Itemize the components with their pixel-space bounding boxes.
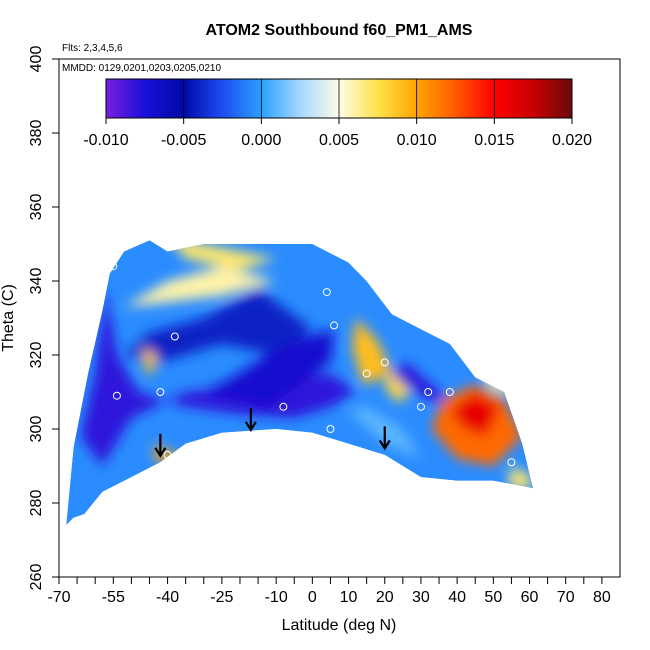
y-tick-label: 260 bbox=[28, 564, 45, 591]
heatmap-layer bbox=[66, 240, 534, 526]
y-tick-label: 280 bbox=[28, 490, 45, 517]
x-tick-label: -25 bbox=[210, 589, 233, 606]
sample-point bbox=[424, 388, 433, 396]
sample-point bbox=[109, 262, 118, 271]
x-tick-label: 30 bbox=[412, 589, 430, 606]
y-tick-label: 400 bbox=[28, 46, 45, 73]
heatmap-patch bbox=[352, 318, 392, 385]
x-tick-label: -70 bbox=[47, 589, 70, 606]
x-tick-label: 50 bbox=[484, 589, 502, 606]
x-tick-label: -10 bbox=[265, 589, 288, 606]
colorbar-tick-label: 0.005 bbox=[319, 132, 359, 149]
heatmap-patch bbox=[449, 392, 501, 437]
sample-point bbox=[337, 247, 346, 256]
x-tick-label: 70 bbox=[557, 589, 575, 606]
chart-title: ATOM2 Southbound f60_PM1_AMS bbox=[206, 22, 473, 39]
heatmap-patch bbox=[384, 362, 458, 407]
down-arrow bbox=[378, 426, 391, 451]
sample-point bbox=[279, 402, 288, 411]
y-axis-label: Theta (C) bbox=[0, 284, 17, 352]
dates-label: MMDD: 0129,0201,0203,0205,0210 bbox=[62, 63, 221, 74]
plot-frame bbox=[58, 58, 621, 578]
heatmap-patch bbox=[142, 347, 157, 374]
x-tick-label: 40 bbox=[448, 589, 466, 606]
x-tick-label: 10 bbox=[340, 589, 358, 606]
heatmap-patch bbox=[124, 288, 313, 363]
sample-point bbox=[380, 358, 389, 367]
y-tick-label: 300 bbox=[28, 416, 45, 443]
heatmap-patch bbox=[384, 369, 411, 404]
sample-point bbox=[351, 258, 360, 267]
x-tick-label: 20 bbox=[376, 589, 394, 606]
heatmap-patch bbox=[124, 266, 277, 307]
colorbar-tick-label: -0.010 bbox=[83, 132, 128, 149]
flights-label: Flts: 2,3,4,5,6 bbox=[62, 43, 123, 54]
y-tick-label: 360 bbox=[28, 194, 45, 221]
sample-point bbox=[322, 288, 331, 297]
colorbar-tick-label: 0.000 bbox=[241, 132, 281, 149]
x-tick-label: 80 bbox=[593, 589, 611, 606]
x-tick-label: 60 bbox=[521, 589, 539, 606]
sample-point bbox=[330, 321, 339, 330]
sample-point bbox=[326, 425, 335, 433]
sample-point bbox=[416, 402, 425, 411]
sample-point bbox=[156, 388, 165, 396]
sample-point bbox=[112, 391, 121, 400]
colorbar-tick-label: -0.005 bbox=[161, 132, 206, 149]
sample-point bbox=[362, 369, 371, 378]
sample-point bbox=[445, 388, 454, 396]
down-arrow bbox=[154, 433, 167, 458]
y-tick-label: 380 bbox=[28, 120, 45, 147]
sample-point bbox=[507, 458, 516, 467]
sample-point bbox=[170, 332, 179, 341]
colorbar-tick-label: 0.010 bbox=[397, 132, 437, 149]
down-arrow bbox=[244, 407, 257, 432]
sample-point bbox=[163, 450, 172, 459]
heatmap-patch bbox=[80, 288, 356, 466]
y-tick-label: 340 bbox=[28, 268, 45, 295]
x-tick-label: -55 bbox=[102, 589, 125, 606]
x-tick-label: 0 bbox=[308, 589, 317, 606]
y-tick-label: 320 bbox=[28, 342, 45, 369]
heatmap-patch bbox=[203, 329, 335, 407]
colorbar-tick-label: 0.020 bbox=[552, 132, 592, 149]
x-axis-label: Latitude (deg N) bbox=[282, 617, 397, 634]
colorbar-tick-label: 0.015 bbox=[474, 132, 514, 149]
x-tick-label: -40 bbox=[156, 589, 179, 606]
